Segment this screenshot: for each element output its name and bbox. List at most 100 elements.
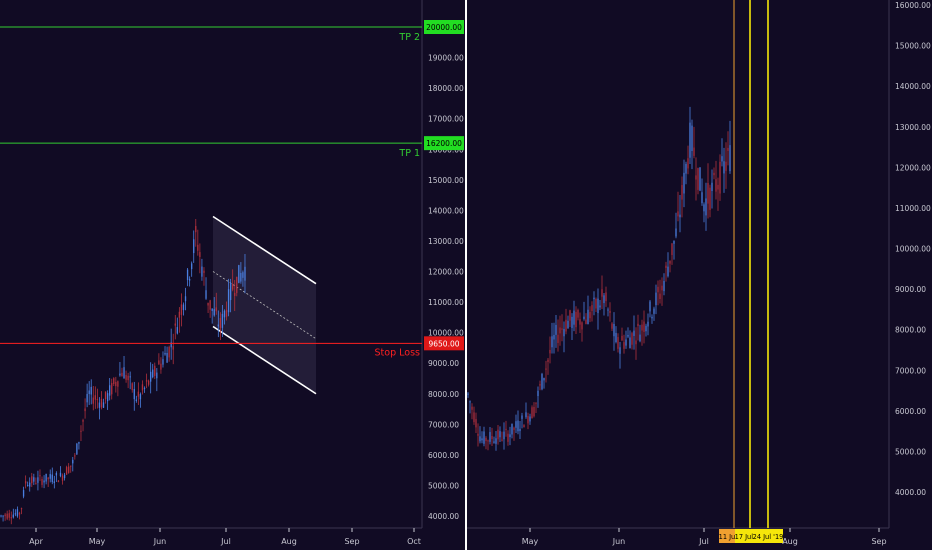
candle-body [174, 323, 176, 326]
candle-body [673, 240, 675, 244]
x-tick-label: May [522, 537, 539, 546]
candle-body [699, 167, 701, 191]
pane-divider[interactable] [465, 0, 467, 550]
candle-body [647, 321, 649, 327]
candle-body [497, 429, 499, 440]
candle-body [51, 474, 53, 483]
candle-body [615, 332, 617, 343]
candle-body [687, 158, 689, 169]
candle-body [477, 433, 479, 436]
candle-body [563, 328, 565, 337]
candle-body [178, 311, 181, 318]
candle-body [543, 378, 545, 381]
candle-body [559, 327, 561, 334]
candle-body [715, 179, 717, 192]
candle-body [186, 269, 189, 280]
candle-body [180, 304, 183, 315]
candle-body [92, 397, 94, 404]
candle-body [593, 297, 595, 300]
candle-body [29, 482, 31, 487]
candle-body [209, 300, 211, 310]
candle-body [547, 359, 549, 362]
right-chart-pane[interactable]: 4000.00 5000.00 6000.00 7000.00 8000.00 9000.… [467, 0, 932, 550]
candle-body [727, 147, 729, 151]
y-tick-label: 15000.00 [428, 176, 464, 185]
candle-body [605, 292, 607, 302]
candle-body [515, 421, 517, 428]
y-tick-label: 5000.00 [428, 481, 459, 490]
candle-body [147, 380, 150, 385]
left-chart-pane[interactable]: 4000.00 5000.00 6000.00 7000.00 8000.00 9000.… [0, 0, 465, 550]
candle-body [0, 515, 2, 517]
y-tick-label: 8000.00 [895, 326, 926, 335]
candle-body [111, 382, 113, 395]
candle-body [525, 412, 527, 418]
channel-lower-line [212, 325, 317, 395]
candle-body [583, 316, 585, 319]
candle-body [217, 324, 219, 327]
candle-body [473, 412, 475, 423]
candle-body [703, 204, 705, 212]
price-axis [422, 0, 465, 550]
level-price-tag [424, 20, 464, 34]
candle-body [242, 272, 244, 278]
candle-body [495, 438, 497, 444]
level-price-tag-text: 9650.00 [428, 339, 459, 348]
candle-body [597, 298, 599, 314]
candle-body [623, 342, 625, 349]
candle-body [137, 391, 140, 397]
candle-body [683, 172, 685, 194]
candle-body [531, 407, 533, 419]
y-tick-label: 10000.00 [428, 329, 464, 338]
y-tick-label: 14000.00 [428, 206, 464, 215]
candle-body [507, 433, 509, 442]
candle-body [170, 342, 172, 348]
candle-body [57, 480, 60, 483]
candle-body [475, 419, 477, 428]
x-tick-label: Sep [871, 537, 886, 546]
candle-body [633, 330, 635, 336]
channel-mid-line [212, 271, 317, 340]
candle-body [244, 266, 246, 281]
y-tick-label: 15000.00 [895, 42, 931, 51]
candle-body [12, 514, 14, 518]
y-tick-label: 8000.00 [428, 390, 459, 399]
candle-body [188, 278, 191, 281]
candle-body [20, 508, 23, 510]
candle-body [657, 286, 659, 293]
candle-body [471, 406, 473, 410]
y-tick-label: 5000.00 [895, 447, 926, 456]
date-marker-tag [753, 529, 783, 543]
candle-body [219, 318, 222, 328]
x-tick-label: Aug [782, 537, 798, 546]
candle-body [113, 378, 115, 384]
candle-body [711, 182, 713, 191]
candle-body [619, 347, 621, 354]
candle-body [587, 309, 589, 325]
candle-body [98, 402, 101, 408]
candle-body [621, 335, 623, 341]
y-tick-label: 9000.00 [428, 359, 459, 368]
level-price-tag-text: 16200.00 [426, 139, 462, 148]
candle-body [561, 328, 563, 330]
candle-body [203, 270, 205, 273]
candle-body [691, 125, 693, 152]
candle-body [645, 325, 647, 332]
candle-body [557, 334, 559, 343]
candle-body [131, 383, 133, 391]
candle-body [659, 293, 661, 300]
candle-body [493, 441, 495, 443]
y-tick-label: 12000.00 [428, 268, 464, 277]
candle-body [39, 475, 41, 477]
candle-body [119, 373, 121, 376]
candle-body [125, 375, 127, 380]
candle-body [511, 423, 513, 435]
candle-body [549, 349, 551, 354]
candle-body [84, 408, 86, 412]
candle-body [207, 302, 209, 306]
candle-body [164, 352, 166, 355]
candle-body [45, 473, 47, 482]
candle-body [481, 438, 483, 441]
candle-body [705, 198, 707, 216]
candle-body [2, 515, 4, 517]
